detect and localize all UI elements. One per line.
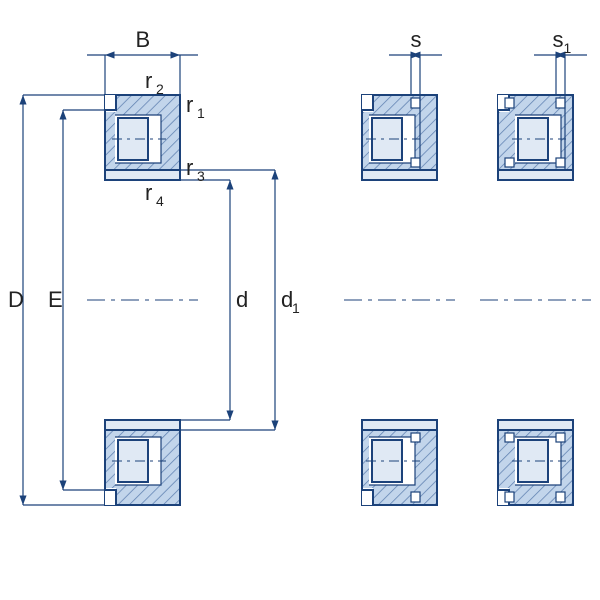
svg-text:r: r [145, 68, 152, 93]
svg-text:E: E [48, 287, 63, 312]
svg-text:1: 1 [197, 105, 205, 121]
svg-text:s: s [553, 27, 564, 52]
svg-text:r: r [186, 155, 193, 180]
svg-text:s: s [411, 27, 422, 52]
svg-text:4: 4 [156, 193, 164, 209]
svg-text:2: 2 [156, 81, 164, 97]
svg-text:r: r [186, 92, 193, 117]
svg-text:1: 1 [292, 300, 300, 316]
svg-text:B: B [136, 27, 151, 52]
svg-text:1: 1 [564, 40, 572, 56]
svg-text:3: 3 [197, 168, 205, 184]
svg-text:d: d [236, 287, 248, 312]
svg-text:r: r [145, 180, 152, 205]
svg-text:D: D [8, 287, 24, 312]
